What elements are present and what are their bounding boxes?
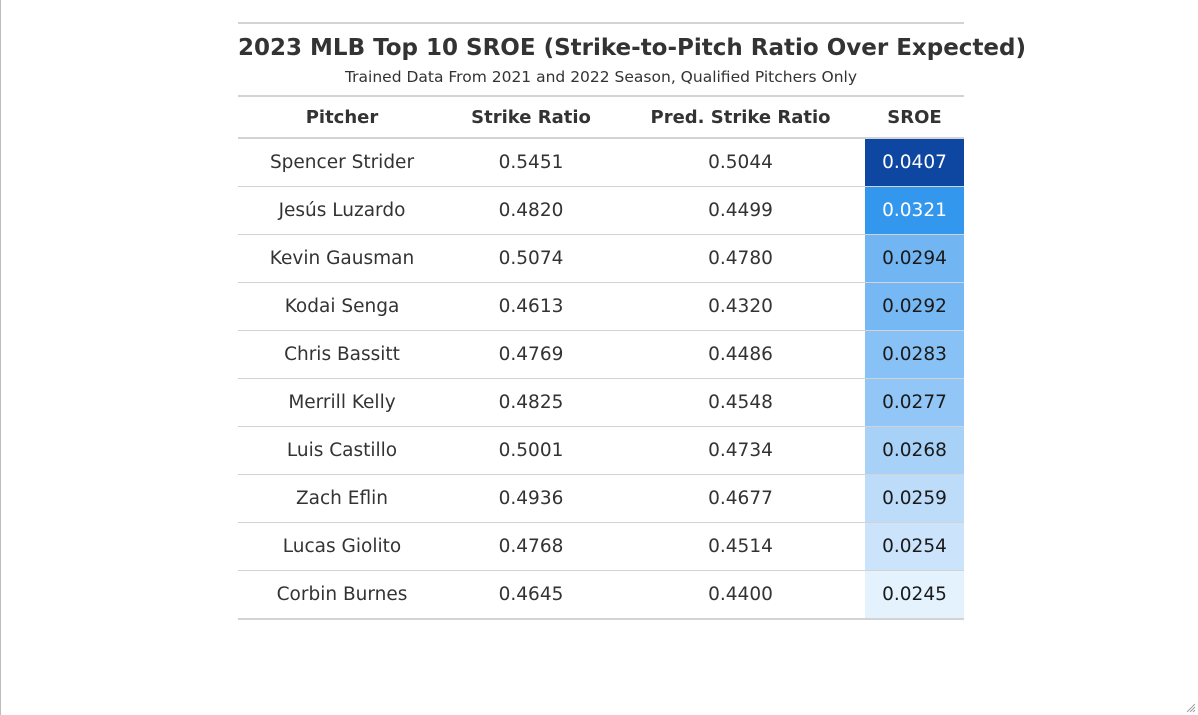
cell-strike-ratio: 0.4645 bbox=[498, 584, 564, 605]
table-row: Merrill Kelly 0.4825 0.4548 0.0277 bbox=[238, 378, 964, 427]
table-top-rule bbox=[238, 22, 964, 24]
cell-sroe: 0.0245 bbox=[865, 570, 964, 619]
cell-pitcher: Zach Eflin bbox=[238, 474, 446, 523]
cell-pitcher: Chris Bassitt bbox=[238, 330, 446, 379]
table-row: Kodai Senga 0.4613 0.4320 0.0292 bbox=[238, 282, 964, 331]
cell-strike-ratio: 0.4820 bbox=[446, 186, 616, 235]
cell-strike-ratio: 0.4769 bbox=[446, 330, 616, 379]
column-header-pred-strike-ratio: Pred. Strike Ratio bbox=[616, 96, 865, 139]
cell-pred-strike-ratio: 0.4514 bbox=[616, 522, 865, 571]
cell-pred-strike-ratio: 0.4734 bbox=[616, 426, 865, 475]
table-row: Spencer Strider 0.5451 0.5044 0.0407 bbox=[238, 138, 964, 187]
cell-sroe: 0.0294 bbox=[865, 234, 964, 283]
cell-pitcher: Corbin Burnes bbox=[276, 584, 408, 605]
table-row: Lucas Giolito 0.4768 0.4514 0.0254 bbox=[238, 522, 964, 571]
cell-pitcher: Kevin Gausman bbox=[238, 234, 446, 283]
cell-strike-ratio: 0.4768 bbox=[446, 522, 616, 571]
cell-sroe: 0.0268 bbox=[865, 426, 964, 475]
cell-pitcher: Lucas Giolito bbox=[238, 522, 446, 571]
cell-sroe: 0.0283 bbox=[865, 330, 964, 379]
cell-sroe: 0.0292 bbox=[865, 282, 964, 331]
cell-strike-ratio: 0.4936 bbox=[446, 474, 616, 523]
cell-pitcher: Luis Castillo bbox=[238, 426, 446, 475]
cell-pred-strike-ratio: 0.4780 bbox=[616, 234, 865, 283]
column-header-sroe: SROE bbox=[865, 96, 964, 139]
cell-strike-ratio: 0.4613 bbox=[446, 282, 616, 331]
table-row: Chris Bassitt 0.4769 0.4486 0.0283 bbox=[238, 330, 964, 379]
table-row: Luis Castillo 0.5001 0.4734 0.0268 bbox=[238, 426, 964, 475]
cell-pred-strike-ratio: 0.5044 bbox=[616, 138, 865, 187]
cell-sroe: 0.0259 bbox=[865, 474, 964, 523]
cell-pitcher: Spencer Strider bbox=[238, 138, 446, 187]
cell-pitcher: Jesús Luzardo bbox=[238, 186, 446, 235]
cell-pred-strike-ratio: 0.4548 bbox=[616, 378, 865, 427]
table-subtitle: Trained Data From 2021 and 2022 Season, … bbox=[344, 68, 858, 86]
table-row: Zach Eflin 0.4936 0.4677 0.0259 bbox=[238, 474, 964, 523]
cell-sroe: 0.0321 bbox=[865, 186, 964, 235]
cell-sroe: 0.0254 bbox=[865, 522, 964, 571]
table-title: 2023 MLB Top 10 SROE (Strike-to-Pitch Ra… bbox=[238, 35, 1027, 61]
resize-grip-icon[interactable] bbox=[1186, 703, 1196, 713]
header-row: Pitcher Strike Ratio Pred. Strike Ratio … bbox=[238, 96, 964, 139]
cell-strike-ratio: 0.5074 bbox=[446, 234, 616, 283]
cell-pred-strike-ratio: 0.4400 bbox=[708, 584, 773, 605]
cell-pitcher: Merrill Kelly bbox=[238, 378, 446, 427]
cell-pred-strike-ratio: 0.4499 bbox=[616, 186, 865, 235]
cell-strike-ratio: 0.5451 bbox=[446, 138, 616, 187]
sroe-table-container: 2023 MLB Top 10 SROE (Strike-to-Pitch Ra… bbox=[238, 22, 1027, 620]
cell-pitcher: Kodai Senga bbox=[238, 282, 446, 331]
table-row: Corbin Burnes 0.4645 0.4400 0.0245 bbox=[238, 570, 964, 619]
cell-sroe: 0.0277 bbox=[865, 378, 964, 427]
table-row: Kevin Gausman 0.5074 0.4780 0.0294 bbox=[238, 234, 964, 283]
cell-pred-strike-ratio: 0.4677 bbox=[616, 474, 865, 523]
cell-pred-strike-ratio: 0.4486 bbox=[616, 330, 865, 379]
table-row: Jesús Luzardo 0.4820 0.4499 0.0321 bbox=[238, 186, 964, 235]
cell-sroe: 0.0407 bbox=[865, 138, 964, 187]
column-header-strike-ratio: Strike Ratio bbox=[446, 96, 616, 139]
cell-pred-strike-ratio: 0.4320 bbox=[616, 282, 865, 331]
window-left-border bbox=[0, 0, 1, 715]
cell-strike-ratio: 0.5001 bbox=[446, 426, 616, 475]
table-body: Spencer Strider 0.5451 0.5044 0.0407 Jesús L… bbox=[238, 138, 964, 619]
sroe-table: Pitcher Strike Ratio Pred. Strike Ratio … bbox=[238, 95, 964, 620]
cell-strike-ratio: 0.4825 bbox=[446, 378, 616, 427]
column-header-pitcher: Pitcher bbox=[238, 96, 446, 139]
